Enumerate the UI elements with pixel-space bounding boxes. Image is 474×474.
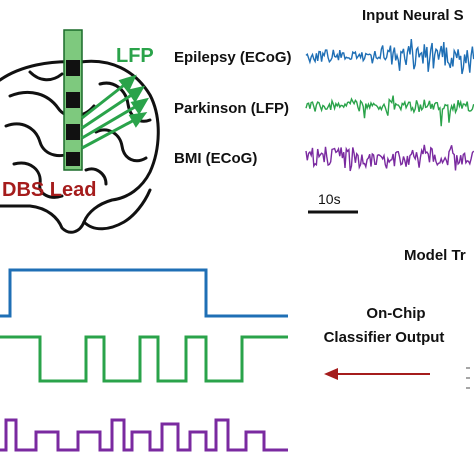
classifier-output-parkinson — [0, 335, 288, 383]
dbs-lead-label: DBS Lead — [2, 179, 96, 201]
epilepsy-signal-trace — [305, 39, 474, 75]
parkinson-signal-trace — [305, 95, 474, 127]
brainstem — [82, 188, 152, 231]
signal-label-epilepsy: Epilepsy (ECoG) — [174, 49, 292, 66]
classifier-label-line-2: Classifier Output — [324, 329, 445, 346]
classifier-label-line-1: On-Chip — [366, 305, 425, 322]
brain-fold-2 — [4, 122, 78, 158]
lead-contact-2 — [66, 92, 80, 108]
lead-contact-3 — [66, 124, 80, 140]
right-edge-marks — [466, 367, 470, 389]
lead-contact-4 — [66, 152, 80, 166]
signal-label-bmi: BMI (ECoG) — [174, 150, 257, 167]
signal-label-parkinson: Parkinson (LFP) — [174, 100, 289, 117]
brain-fold-6 — [84, 167, 108, 186]
output-arrow — [324, 368, 430, 380]
bmi-signal-trace — [305, 144, 474, 172]
brain-fold-5 — [12, 161, 64, 199]
lfp-label: LFP — [116, 45, 154, 67]
input-neural-signals-title: Input Neural S — [362, 7, 464, 24]
brain-fold-3 — [98, 81, 152, 123]
brain-fold-1 — [8, 91, 96, 118]
brain-fold-7 — [28, 70, 64, 82]
dbs-lead — [63, 29, 83, 171]
lfp-arrows — [81, 74, 150, 150]
model-training-title: Model Tr — [404, 247, 466, 264]
classifier-output-bmi — [0, 418, 288, 452]
scale-bar-label: 10s — [318, 191, 341, 207]
brain-fold-4 — [94, 128, 148, 163]
lead-contact-1 — [66, 60, 80, 76]
classifier-output-epilepsy — [0, 268, 288, 318]
